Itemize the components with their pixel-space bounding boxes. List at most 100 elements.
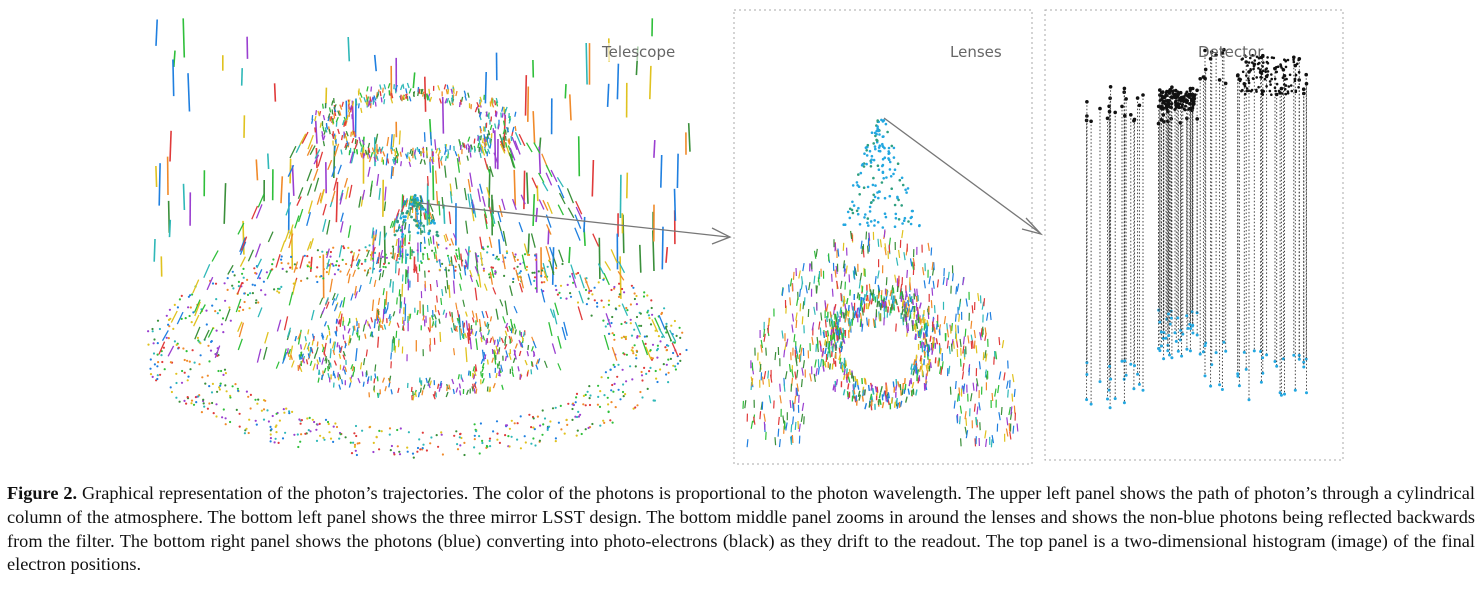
- cone-photon-track: [538, 199, 545, 210]
- ground-disk-photon: [264, 293, 267, 296]
- lower-ring-photon-track: [357, 377, 361, 384]
- lens-ring-photon-track: [897, 381, 900, 388]
- upper-ring-photon-track: [430, 159, 434, 165]
- electron-cluster-point: [1260, 76, 1263, 79]
- upper-ring-photon-track: [359, 152, 363, 158]
- lens-ring-photon-track: [840, 345, 843, 353]
- inner-cone-photon-track: [362, 324, 366, 332]
- atmosphere-photon-track: [598, 237, 601, 280]
- electron-cluster-point: [1273, 66, 1276, 70]
- atmosphere-photon-track: [153, 238, 156, 262]
- lens-scatter-photon-track: [1006, 380, 1009, 389]
- ground-disk-photon: [554, 284, 557, 287]
- upper-ring-photon-track: [477, 142, 480, 149]
- cone-photon-track: [275, 254, 281, 268]
- upper-ring-photon-track: [443, 149, 447, 155]
- cone-photon-track: [276, 319, 282, 332]
- ground-disk-photon: [269, 433, 272, 436]
- cone-photon-track: [309, 145, 316, 156]
- lens-scatter-photon-track: [933, 305, 936, 314]
- electron-endpoint: [1292, 55, 1296, 60]
- upper-ring-photon-track: [323, 129, 327, 135]
- lens-scatter-photon-track: [1016, 423, 1019, 432]
- cone-photon-track: [375, 308, 378, 321]
- ground-disk-photon: [492, 430, 495, 433]
- ground-disk-photon: [663, 307, 666, 310]
- lens-ring-photon-track: [892, 287, 895, 294]
- cone-photon-track: [465, 347, 468, 363]
- ground-disk-photon: [630, 349, 633, 352]
- cone-photon-track: [441, 196, 444, 209]
- upper-ring-photon-track: [406, 82, 410, 89]
- cone-photon-track: [479, 252, 484, 266]
- cone-photon-track: [478, 140, 483, 154]
- ground-disk-photon: [280, 285, 283, 288]
- ground-disk-photon: [614, 406, 617, 409]
- ground-disk-photon: [612, 363, 615, 366]
- electron-cluster-point: [1160, 95, 1164, 99]
- lens-scatter-photon-track: [959, 416, 961, 425]
- photon-conversion-point: [1224, 349, 1228, 353]
- lens-blue-photon: [901, 183, 905, 187]
- ground-disk-photon: [546, 428, 549, 431]
- ground-disk-photon: [190, 402, 193, 405]
- cone-photon-track: [339, 189, 344, 201]
- cone-photon-track: [329, 278, 333, 293]
- cone-photon-track: [247, 249, 254, 262]
- ground-disk-photon: [611, 421, 614, 424]
- ground-disk-photon: [672, 351, 675, 355]
- ground-disk-photon: [224, 299, 227, 302]
- lens-blue-photon: [886, 130, 889, 134]
- lens-scatter-photon-track: [952, 340, 955, 349]
- lens-scatter-photon-track: [981, 301, 985, 310]
- inner-cone-photon-track: [333, 304, 338, 312]
- upper-ring-photon-track: [401, 96, 404, 102]
- ground-disk-photon: [584, 404, 587, 407]
- lens-blue-photon: [897, 218, 901, 221]
- inner-cone-photon-track: [401, 205, 405, 213]
- cone-photon-track: [379, 257, 382, 269]
- lens-ring-photon-track: [891, 397, 893, 404]
- lower-ring-photon-track: [389, 375, 392, 381]
- ground-disk-photon: [186, 359, 189, 362]
- cone-photon-track: [227, 264, 234, 275]
- atmosphere-photon-track: [484, 71, 487, 104]
- ground-disk-photon: [221, 416, 224, 419]
- lens-scatter-photon-track: [930, 300, 933, 309]
- ground-disk-photon: [632, 407, 635, 410]
- ground-disk-photon: [316, 249, 319, 252]
- lens-scatter-photon-track: [943, 316, 947, 325]
- ground-disk-photon: [407, 431, 410, 434]
- ground-disk-photon: [349, 441, 352, 444]
- lens-scatter-photon-track: [767, 318, 771, 327]
- ground-disk-photon: [589, 394, 592, 397]
- electron-cluster-point: [1297, 58, 1300, 62]
- inner-cone-photon-track: [432, 310, 434, 318]
- atmosphere-photon-track: [652, 230, 655, 272]
- cone-photon-track: [307, 134, 314, 150]
- upper-ring-photon-track: [317, 110, 321, 117]
- ground-disk-photon: [625, 380, 628, 383]
- lower-ring-photon-track: [511, 366, 514, 372]
- lens-ring-photon-track: [844, 360, 848, 367]
- ground-disk-photon: [584, 393, 587, 396]
- lens-scatter-photon-track: [798, 344, 802, 353]
- lens-ring-photon-track: [915, 354, 918, 361]
- lens-scatter-photon-track: [778, 439, 781, 448]
- ground-disk-photon: [599, 390, 602, 393]
- lens-blue-photon: [873, 219, 876, 222]
- upper-ring-photon-track: [426, 93, 430, 99]
- electron-cluster-point: [1241, 88, 1244, 92]
- lens-scatter-photon-track: [924, 338, 927, 347]
- lens-blue-photon: [876, 164, 880, 167]
- cone-photon-track: [446, 280, 449, 290]
- lower-ring-photon-track: [504, 340, 507, 346]
- ground-disk-photon: [577, 271, 580, 275]
- lens-ring-photon-track: [869, 393, 873, 400]
- ground-disk-photon: [459, 444, 462, 447]
- upper-ring-photon-track: [367, 142, 371, 149]
- apex-photon: [420, 230, 424, 234]
- electron-endpoint: [1105, 116, 1110, 121]
- lower-ring-photon-track: [377, 309, 380, 316]
- inner-cone-photon-track: [338, 311, 342, 319]
